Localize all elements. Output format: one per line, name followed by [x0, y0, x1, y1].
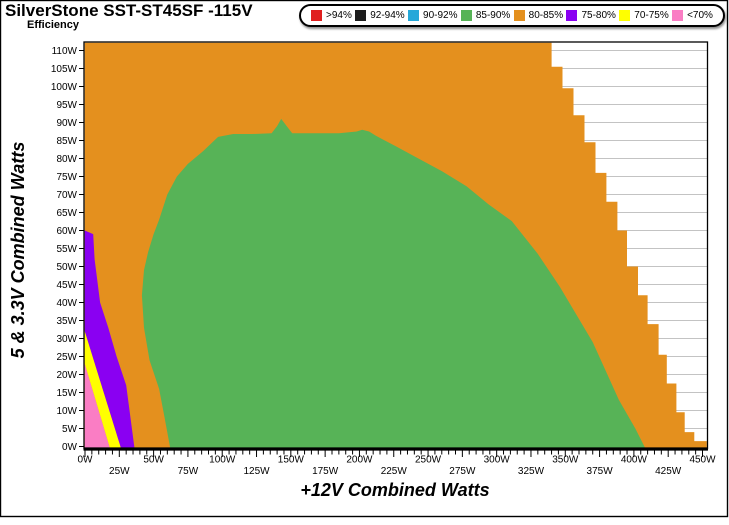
efficiency-legend: >94% 92-94% 90-92% 85-90% 80-85% 75-80% 70-75%…: [299, 4, 725, 27]
legend-swatch: [566, 10, 578, 21]
svg-text:5W: 5W: [62, 424, 78, 435]
svg-text:80W: 80W: [56, 154, 77, 165]
svg-text:50W: 50W: [143, 455, 164, 466]
svg-text:25W: 25W: [56, 352, 77, 363]
svg-text:35W: 35W: [56, 316, 77, 327]
svg-text:105W: 105W: [51, 64, 78, 75]
svg-text:70W: 70W: [56, 190, 77, 201]
legend-swatch: [355, 10, 367, 21]
region-70-75%: [84, 331, 121, 448]
svg-text:175W: 175W: [312, 466, 339, 477]
svg-text:40W: 40W: [56, 298, 77, 309]
svg-text:10W: 10W: [56, 406, 77, 417]
x-axis-title: +12V Combined Watts: [300, 480, 489, 500]
legend-label: 80-85%: [528, 10, 564, 21]
region-<70%: [84, 363, 110, 448]
svg-text:30W: 30W: [56, 334, 77, 345]
legend-item-8085: 80-85%: [513, 10, 564, 21]
svg-text:25W: 25W: [109, 466, 130, 477]
legend-label: 70-75%: [634, 10, 669, 21]
svg-text:95W: 95W: [56, 100, 77, 111]
legend-label: 75-80%: [581, 10, 616, 21]
svg-text:45W: 45W: [56, 280, 77, 291]
svg-text:60W: 60W: [56, 226, 77, 237]
svg-text:425W: 425W: [655, 466, 682, 477]
svg-text:200W: 200W: [346, 455, 373, 466]
legend-item-70: <70%: [672, 10, 713, 21]
legend-item-7580: 75-80%: [566, 10, 616, 21]
legend-item-7075: 70-75%: [619, 10, 669, 21]
svg-text:100W: 100W: [51, 82, 78, 93]
legend-item-9294: 92-94%: [355, 10, 405, 21]
legend-swatch: [619, 10, 631, 21]
svg-text:375W: 375W: [587, 466, 614, 477]
svg-text:350W: 350W: [552, 455, 579, 466]
svg-text:55W: 55W: [56, 244, 77, 255]
legend-label: 90-92%: [423, 10, 458, 21]
svg-text:65W: 65W: [56, 208, 77, 219]
svg-text:15W: 15W: [56, 388, 77, 399]
svg-text:225W: 225W: [381, 466, 408, 477]
legend-swatch: [513, 10, 525, 21]
x-axis-tick-labels: 0W 25W 50W 75W 100W 125W 150W 175W 200W 225W 250W 2…: [78, 455, 717, 478]
legend-item-94: >94%: [311, 10, 352, 21]
svg-text:85W: 85W: [56, 136, 77, 147]
region-75-80%: [84, 230, 135, 448]
svg-text:400W: 400W: [621, 455, 648, 466]
legend-label: <70%: [687, 10, 713, 21]
svg-text:50W: 50W: [56, 262, 77, 273]
svg-text:250W: 250W: [415, 455, 442, 466]
svg-text:275W: 275W: [449, 466, 476, 477]
svg-text:450W: 450W: [689, 455, 716, 466]
legend-swatch: [460, 10, 472, 21]
region-85-90%: [141, 118, 645, 448]
y-axis-title: 5 & 3.3V Combined Watts: [8, 142, 28, 359]
y-axis-ticks: [79, 50, 84, 447]
svg-text:0W: 0W: [62, 442, 78, 453]
legend-swatch: [672, 10, 684, 21]
svg-text:110W: 110W: [52, 46, 78, 57]
legend-label: >94%: [326, 10, 352, 21]
svg-text:20W: 20W: [56, 370, 77, 381]
svg-text:300W: 300W: [484, 455, 511, 466]
legend-item-8590: 85-90%: [460, 10, 511, 21]
legend-swatch: [311, 10, 322, 21]
legend-item-9092: 90-92%: [408, 10, 457, 21]
svg-text:325W: 325W: [518, 466, 545, 477]
y-axis-tick-labels: 0W 5W 10W 15W 20W 25W 30W 35W 40W 45W 50W 55W 60W 65W…: [51, 46, 78, 453]
svg-text:75W: 75W: [56, 172, 77, 183]
svg-text:125W: 125W: [243, 466, 270, 477]
svg-text:0W: 0W: [78, 455, 94, 466]
legend-label: 85-90%: [475, 10, 511, 21]
svg-text:100W: 100W: [209, 455, 236, 466]
legend-label: 92-94%: [370, 10, 405, 21]
svg-text:75W: 75W: [178, 466, 199, 477]
legend-swatch: [408, 10, 420, 21]
svg-text:90W: 90W: [56, 118, 77, 129]
legend-title: Efficiency: [27, 19, 79, 31]
chart-title: SilverStone SST-ST45SF -115V: [5, 1, 253, 20]
x-axis-ticks: [84, 450, 703, 457]
svg-text:150W: 150W: [278, 455, 305, 466]
